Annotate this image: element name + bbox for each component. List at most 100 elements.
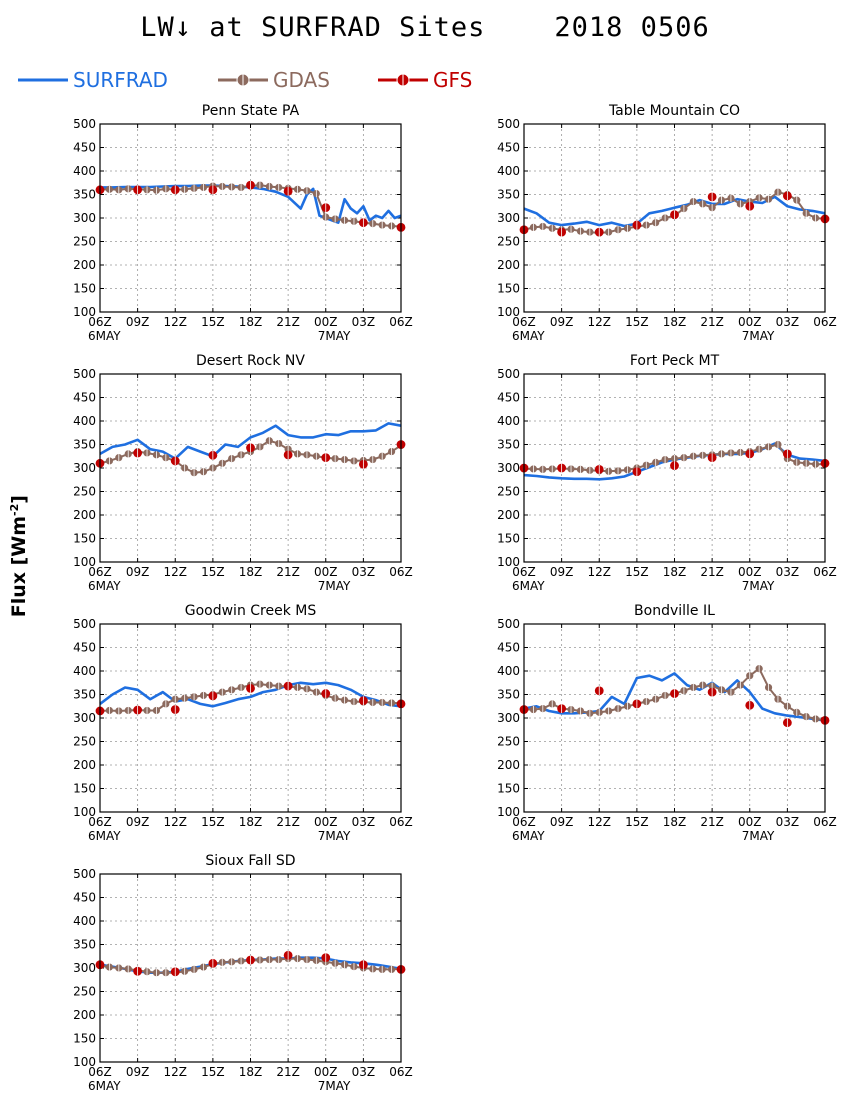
data-point — [661, 214, 669, 222]
data-point — [190, 469, 198, 477]
data-point — [265, 681, 273, 689]
data-point — [312, 956, 320, 965]
x-tick-label: 18Z — [663, 565, 687, 579]
data-point — [162, 700, 170, 708]
data-point — [170, 967, 180, 977]
y-tick-label: 100 — [73, 805, 96, 819]
data-point — [378, 221, 386, 229]
x-tick-label: 21Z — [276, 1065, 300, 1079]
data-point — [774, 695, 782, 703]
data-point — [321, 953, 331, 963]
y-tick-label: 350 — [73, 938, 96, 952]
data-point — [321, 453, 331, 463]
series-line — [524, 667, 826, 722]
x-tick-label: 18Z — [663, 315, 687, 329]
data-point — [199, 691, 208, 700]
series-surfrad — [523, 442, 826, 481]
chart-desert-rock-nv: Desert Rock NV 100 150 200 250 300 350 400 450 50… — [73, 353, 413, 593]
data-point — [152, 451, 161, 459]
data-point — [350, 457, 358, 465]
data-point — [228, 686, 236, 694]
data-point — [152, 706, 161, 715]
data-point — [96, 962, 104, 970]
chart-title: Desert Rock NV — [196, 353, 305, 369]
data-point — [519, 463, 529, 473]
y-tick-label: 250 — [73, 485, 96, 499]
x-tick-label: 03Z — [352, 1065, 376, 1079]
y-tick-label: 350 — [497, 438, 520, 452]
data-point — [727, 449, 735, 457]
y-tick-label: 350 — [73, 688, 96, 702]
data-point — [283, 950, 293, 960]
data-point — [133, 705, 143, 715]
x-date-label: 6MAY — [88, 1079, 121, 1093]
x-tick-label: 12Z — [588, 315, 612, 329]
y-tick-label: 450 — [73, 391, 96, 405]
data-point — [340, 961, 349, 969]
data-point — [170, 185, 180, 195]
data-point — [707, 453, 717, 463]
x-date-label: 7MAY — [742, 829, 775, 843]
data-point — [143, 449, 151, 457]
x-tick-label: 21Z — [700, 815, 724, 829]
x-date-label: 7MAY — [742, 329, 775, 343]
data-point — [134, 706, 142, 714]
series-line — [524, 443, 825, 473]
data-point — [652, 458, 660, 466]
data-point — [209, 182, 217, 190]
data-point — [661, 455, 669, 464]
data-point — [246, 182, 255, 190]
data-point — [350, 697, 358, 706]
series-line — [523, 442, 826, 481]
data-point — [190, 693, 198, 701]
data-point — [594, 686, 604, 696]
y-tick-label: 100 — [497, 305, 520, 319]
y-axis-label-text: Flux [Wm — [8, 515, 31, 618]
data-point — [670, 689, 679, 698]
data-point — [369, 698, 377, 707]
x-tick-label: 15Z — [201, 1065, 225, 1079]
data-point — [605, 467, 613, 475]
data-point — [228, 455, 236, 463]
data-point — [614, 467, 622, 475]
series-surfrad — [99, 681, 402, 708]
y-tick-label: 450 — [497, 641, 520, 655]
data-point — [745, 700, 755, 710]
data-point — [387, 222, 396, 230]
data-point — [303, 451, 311, 459]
x-tick-label: 21Z — [276, 815, 300, 829]
data-point — [727, 194, 735, 202]
data-point — [764, 443, 773, 451]
data-point — [727, 688, 735, 696]
x-tick-label: 09Z — [126, 315, 150, 329]
series-line — [99, 957, 402, 974]
series-line — [99, 184, 402, 228]
x-date-label: 6MAY — [88, 329, 121, 343]
y-tick-label: 350 — [497, 688, 520, 702]
data-point — [755, 665, 763, 673]
data-point — [397, 441, 405, 450]
data-point — [387, 965, 396, 974]
data-point — [237, 183, 245, 192]
x-tick-label: 12Z — [164, 1065, 188, 1079]
y-tick-label: 400 — [73, 164, 96, 178]
series-surfrad — [100, 184, 402, 224]
data-point — [199, 963, 208, 971]
data-point — [397, 965, 405, 973]
y-tick-label: 500 — [73, 367, 96, 381]
data-point — [190, 184, 198, 192]
data-point — [567, 465, 575, 473]
data-point — [707, 192, 717, 202]
y-tick-label: 500 — [73, 867, 96, 881]
data-point — [539, 222, 547, 231]
x-tick-label: 09Z — [126, 815, 150, 829]
y-tick-label: 400 — [73, 664, 96, 678]
y-tick-label: 250 — [497, 485, 520, 499]
data-point — [96, 186, 104, 194]
data-point — [623, 466, 632, 474]
data-point — [520, 705, 528, 714]
data-point — [632, 467, 642, 477]
x-tick-label: 00Z — [738, 315, 762, 329]
data-point — [256, 181, 264, 189]
data-point — [322, 454, 330, 462]
